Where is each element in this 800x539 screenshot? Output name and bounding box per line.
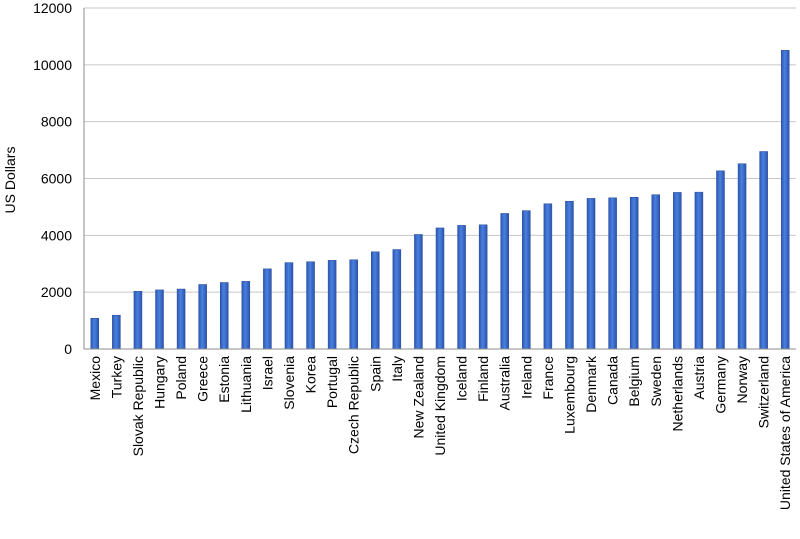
bar-slovenia bbox=[284, 262, 294, 350]
bar-norway bbox=[737, 163, 747, 350]
x-tick-label: Denmark bbox=[583, 355, 599, 413]
x-tick-label: Estonia bbox=[216, 356, 232, 403]
x-tick-label: Portugal bbox=[324, 356, 340, 408]
bar-lithuania bbox=[241, 281, 251, 350]
bar-estonia bbox=[219, 282, 229, 350]
x-tick-label: Canada bbox=[605, 356, 621, 405]
bar-austria bbox=[694, 191, 704, 350]
y-tick-label: 4000 bbox=[41, 227, 72, 243]
bar-spain bbox=[371, 251, 380, 350]
x-tick-label: Norway bbox=[734, 356, 750, 403]
bar-israel bbox=[263, 268, 272, 350]
x-tick-label: Korea bbox=[303, 356, 319, 394]
bar-turkey bbox=[112, 314, 121, 350]
x-tick-label: Slovak Republic bbox=[130, 356, 146, 456]
x-tick-label: United Kingdom bbox=[432, 356, 448, 456]
y-tick-label: 2000 bbox=[41, 284, 72, 300]
bar-switzerland bbox=[759, 151, 768, 350]
x-tick-label: Lithuania bbox=[238, 356, 254, 413]
bar-united-states-of-america bbox=[780, 50, 790, 350]
bar-france bbox=[543, 203, 553, 350]
bar-mexico bbox=[90, 318, 100, 350]
axes bbox=[83, 8, 796, 350]
x-tick-label: Luxembourg bbox=[561, 356, 577, 434]
bar-iceland bbox=[457, 225, 466, 350]
x-tick-label: Ireland bbox=[518, 356, 534, 399]
bar-belgium bbox=[629, 197, 639, 350]
x-tick-label: Austria bbox=[691, 356, 707, 400]
y-tick-label: 10000 bbox=[33, 57, 72, 73]
bar-portugal bbox=[327, 260, 337, 350]
bar-slovak-republic bbox=[133, 291, 143, 350]
bar-sweden bbox=[651, 194, 661, 350]
x-tick-label: Czech Republic bbox=[346, 356, 362, 454]
x-tick-label: Germany bbox=[712, 356, 728, 414]
bar-finland bbox=[478, 224, 488, 350]
y-tick-label: 8000 bbox=[41, 114, 72, 130]
category-labels: Mexico Turkey Slovak Republic Hungary Poland… bbox=[87, 355, 793, 510]
bar-ireland bbox=[522, 210, 531, 350]
y-axis-title: US Dollars bbox=[2, 147, 18, 214]
x-tick-label: Italy bbox=[389, 356, 405, 382]
x-tick-label: Mexico bbox=[87, 356, 103, 401]
x-tick-label: France bbox=[540, 356, 556, 400]
x-tick-label: Spain bbox=[367, 356, 383, 392]
bar-greece bbox=[198, 284, 207, 350]
bar-germany bbox=[716, 170, 725, 350]
bar-poland bbox=[176, 288, 186, 350]
x-tick-label: New Zealand bbox=[410, 356, 426, 439]
x-tick-label: Poland bbox=[173, 356, 189, 400]
x-tick-label: Belgium bbox=[626, 356, 642, 407]
bar-luxembourg bbox=[565, 200, 574, 350]
x-tick-label: Israel bbox=[259, 356, 275, 390]
bar-italy bbox=[392, 249, 402, 350]
y-tick-label: 0 bbox=[64, 341, 72, 357]
x-tick-label: Australia bbox=[497, 356, 513, 411]
x-tick-label: Netherlands bbox=[669, 356, 685, 432]
x-tick-label: United States of America bbox=[777, 356, 793, 510]
bar-korea bbox=[306, 261, 315, 350]
x-tick-label: Iceland bbox=[454, 356, 470, 401]
bars bbox=[90, 50, 790, 350]
bar-czech-republic bbox=[349, 259, 358, 350]
bar-australia bbox=[500, 213, 509, 350]
bar-united-kingdom bbox=[435, 227, 445, 350]
y-tick-label: 12000 bbox=[33, 0, 72, 16]
x-tick-label: Sweden bbox=[648, 356, 664, 407]
y-tick-label: 6000 bbox=[41, 171, 72, 187]
bar-canada bbox=[608, 197, 617, 350]
bar-hungary bbox=[155, 289, 164, 350]
bar-new-zealand bbox=[414, 234, 423, 350]
y-tick-labels: 0 2000 4000 6000 8000 10000 12000 bbox=[33, 0, 72, 357]
x-tick-label: Turkey bbox=[108, 356, 124, 398]
x-tick-label: Hungary bbox=[152, 356, 168, 409]
bar-netherlands bbox=[673, 192, 682, 350]
x-tick-label: Slovenia bbox=[281, 356, 297, 410]
x-tick-label: Finland bbox=[475, 356, 491, 402]
bar-denmark bbox=[586, 198, 596, 350]
x-tick-label: Greece bbox=[195, 356, 211, 402]
x-tick-label: Switzerland bbox=[756, 356, 772, 428]
